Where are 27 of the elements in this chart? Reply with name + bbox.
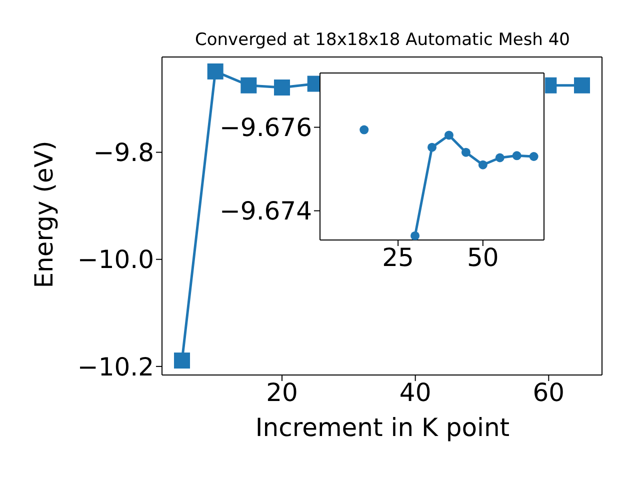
x-tick-label: 20 bbox=[266, 378, 298, 407]
x-tick-label: 25 bbox=[382, 242, 414, 272]
point bbox=[360, 125, 369, 134]
x-tick-label: 50 bbox=[467, 242, 499, 272]
chart-title: Converged at 18x18x18 Automatic Mesh 40 bbox=[194, 30, 571, 50]
point bbox=[444, 130, 454, 140]
x-axis-title: Increment in K point bbox=[254, 413, 511, 442]
y-tick-label: −10.2 bbox=[77, 352, 154, 382]
point bbox=[174, 352, 190, 369]
point bbox=[428, 142, 436, 152]
y-tick-label: −9.8 bbox=[93, 138, 154, 168]
x-tick-label: 60 bbox=[532, 378, 565, 407]
point bbox=[529, 152, 538, 161]
y-tick-label: −9.674 bbox=[219, 196, 312, 226]
point bbox=[274, 80, 290, 96]
y-tick-label: −10.0 bbox=[77, 245, 154, 274]
point bbox=[495, 153, 504, 162]
point bbox=[207, 63, 224, 80]
point bbox=[240, 77, 257, 94]
point bbox=[461, 148, 470, 157]
y-axis-title: Energy (eV) bbox=[30, 139, 58, 290]
y-tick-label: −9.676 bbox=[219, 113, 312, 142]
point bbox=[512, 151, 522, 160]
point bbox=[574, 77, 590, 94]
point bbox=[410, 231, 420, 240]
point bbox=[478, 160, 488, 170]
x-tick-label: 40 bbox=[399, 378, 432, 407]
